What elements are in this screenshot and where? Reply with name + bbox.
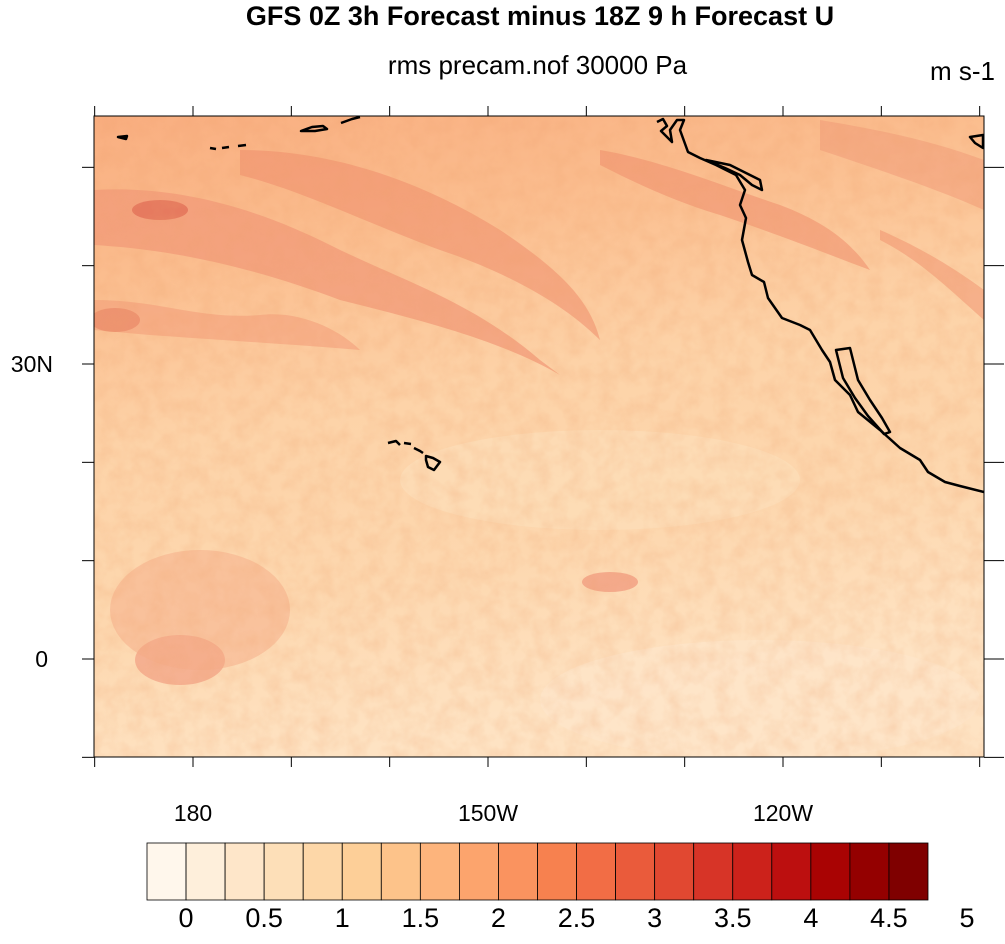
colorbar-swatch bbox=[458, 842, 499, 901]
colorbar bbox=[146, 842, 929, 901]
y-axis-ticks bbox=[82, 166, 1004, 758]
colorbar-swatch bbox=[888, 842, 929, 901]
colorbar-label: 3.5 bbox=[713, 903, 752, 933]
colorbar-label: 4 bbox=[803, 903, 819, 933]
x-tick-label: 120W bbox=[752, 800, 814, 826]
colorbar-label: 2.5 bbox=[557, 903, 596, 933]
forecast-field bbox=[94, 116, 984, 757]
colorbar-swatch bbox=[185, 842, 226, 901]
units-label: m s-1 bbox=[930, 56, 995, 86]
colorbar-swatch bbox=[615, 842, 656, 901]
colorbar-swatch bbox=[654, 842, 695, 901]
colorbar-swatch bbox=[302, 842, 343, 901]
plot-frame bbox=[93, 115, 985, 758]
colorbar-label: 0 bbox=[178, 903, 194, 933]
colorbar-swatch bbox=[341, 842, 382, 901]
x-tick-label: 150W bbox=[457, 800, 519, 826]
colorbar-label: 1 bbox=[334, 903, 350, 933]
colorbar-swatch bbox=[732, 842, 773, 901]
colorbar-swatch bbox=[419, 842, 460, 901]
colorbar-label: 3 bbox=[647, 903, 663, 933]
colorbar-label: 2 bbox=[490, 903, 506, 933]
colorbar-swatch bbox=[576, 842, 616, 901]
colorbar-swatch bbox=[263, 842, 304, 901]
colorbar-label: 0.5 bbox=[245, 903, 283, 933]
colorbar-swatch bbox=[498, 842, 538, 901]
y-tick-label: 30N bbox=[10, 351, 53, 377]
colorbar-swatch bbox=[224, 842, 265, 901]
colorbar-swatch bbox=[146, 842, 187, 901]
x-tick-label: 180 bbox=[173, 800, 213, 826]
colorbar-swatch bbox=[810, 842, 851, 901]
plot-title: GFS 0Z 3h Forecast minus 18Z 9 h Forecas… bbox=[245, 1, 835, 31]
x-axis-ticks bbox=[94, 106, 981, 767]
plot-subtitle: rms precam.nof 30000 Pa bbox=[387, 50, 688, 80]
colorbar-swatch bbox=[537, 842, 577, 901]
colorbar-label: 4.5 bbox=[870, 903, 908, 933]
colorbar-swatch bbox=[771, 842, 812, 901]
colorbar-swatch bbox=[693, 842, 734, 901]
colorbar-label: 5 bbox=[959, 903, 975, 933]
y-tick-label: 0 bbox=[35, 646, 48, 672]
colorbar-swatch bbox=[380, 842, 421, 901]
colorbar-label: 1.5 bbox=[401, 903, 440, 933]
colorbar-swatch bbox=[849, 842, 890, 901]
